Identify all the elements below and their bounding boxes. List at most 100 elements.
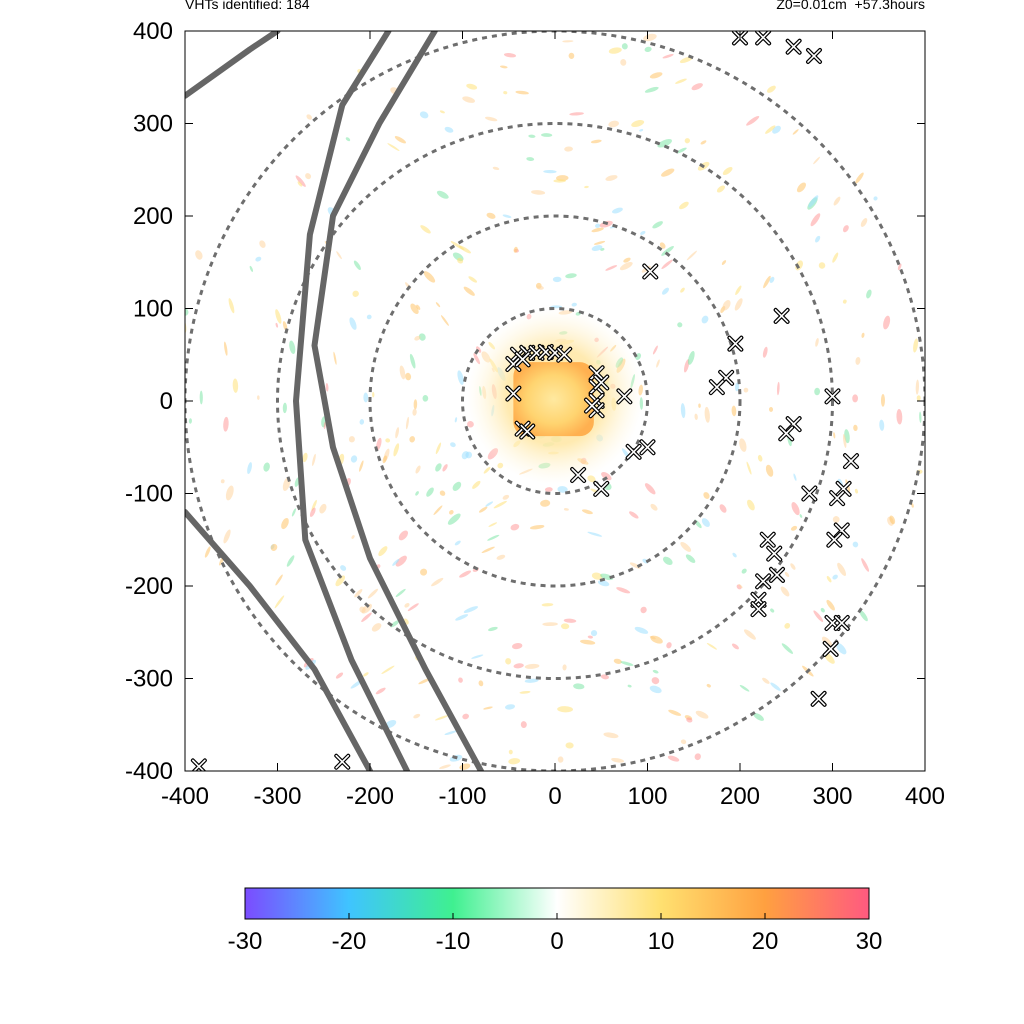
colorbar-tick-label: 30: [856, 928, 883, 955]
field-speck: [541, 603, 554, 607]
field-speck: [600, 674, 609, 680]
track-curve: [293, 31, 410, 771]
field-speck: [620, 661, 634, 666]
field-speck: [435, 302, 441, 308]
field-speck: [419, 111, 429, 119]
field-speck: [544, 487, 553, 492]
field-speck: [414, 335, 421, 341]
field-speck: [866, 289, 872, 299]
field-speck: [657, 139, 672, 148]
field-speck: [700, 140, 707, 145]
colorbar-tick-label: 10: [648, 928, 675, 955]
field-speck: [675, 78, 687, 84]
field-speck: [457, 257, 464, 264]
field-speck: [478, 680, 484, 687]
field-speck: [390, 620, 400, 628]
field-speck: [520, 721, 527, 729]
x-tick-label: 200: [720, 783, 760, 810]
field-speck: [799, 514, 803, 518]
field-speck: [444, 730, 457, 736]
field-speck: [224, 341, 228, 356]
field-speck: [502, 494, 510, 500]
field-speck: [513, 246, 518, 253]
field-speck: [644, 46, 652, 52]
field-speck: [620, 59, 627, 66]
field-speck: [706, 683, 711, 688]
field-speck: [359, 460, 364, 472]
x-tick-label: -300: [253, 783, 301, 810]
field-speck: [335, 672, 344, 679]
vht-marker: [616, 388, 633, 405]
field-speck: [746, 461, 752, 475]
field-speck: [722, 300, 731, 311]
x-tick-label: -400: [161, 783, 209, 810]
field-speck: [435, 442, 442, 455]
field-speck: [552, 276, 562, 283]
vht-marker: [769, 566, 785, 583]
field-speck: [305, 173, 312, 180]
field-speck: [345, 137, 351, 142]
field-speck: [587, 635, 594, 639]
field-speck: [439, 110, 445, 114]
field-speck: [739, 438, 747, 452]
field-speck: [941, 413, 945, 419]
field-speck: [359, 419, 365, 425]
field-speck: [833, 196, 841, 206]
field-speck: [340, 565, 347, 571]
vht-marker: [824, 388, 841, 405]
field-speck: [768, 406, 774, 412]
field-speck: [695, 710, 709, 719]
field-speck: [542, 622, 558, 627]
field-speck: [792, 129, 799, 135]
field-speck: [563, 618, 577, 623]
field-speck: [743, 629, 756, 640]
field-speck: [352, 290, 359, 297]
field-speck: [644, 86, 659, 93]
field-speck: [781, 643, 794, 654]
field-speck: [590, 630, 598, 637]
field-speck: [880, 393, 885, 407]
field-speck: [813, 156, 820, 165]
vht-marker: [750, 601, 767, 618]
vht-marker: [625, 443, 642, 460]
y-axis: 400 300 200 100 0 -100 -200 -300 -400: [125, 18, 925, 785]
field-speck: [652, 669, 659, 674]
field-speck: [581, 509, 593, 515]
field-speck: [557, 486, 568, 493]
field-speck: [436, 190, 449, 199]
field-speck: [791, 502, 800, 516]
field-speck: [763, 275, 771, 289]
field-speck: [454, 540, 461, 546]
vht-marker: [639, 439, 656, 456]
field-speck: [560, 623, 570, 630]
field-speck: [897, 263, 902, 271]
field-speck: [668, 709, 682, 716]
field-speck: [336, 251, 342, 260]
field-speck: [643, 33, 657, 42]
field-speck: [883, 315, 891, 330]
field-speck: [735, 285, 742, 296]
range-ring: [461, 307, 649, 495]
field-speck: [363, 392, 369, 403]
field-speck: [528, 134, 536, 138]
x-axis: -400 -300 -200 -100 0 100 200 300 400: [161, 31, 945, 810]
field-speck: [472, 480, 481, 489]
field-speck: [499, 65, 508, 69]
field-speck: [656, 359, 660, 368]
field-speck: [766, 85, 776, 93]
field-speck: [312, 453, 316, 466]
field-speck: [685, 554, 696, 563]
field-speck: [418, 333, 426, 341]
field-speck: [563, 508, 569, 511]
colorbar-tick-label: 0: [550, 928, 563, 955]
field-speck: [743, 387, 749, 393]
field-speck: [593, 240, 606, 245]
range-rings: [185, 31, 925, 771]
field-speck: [447, 513, 461, 525]
plot-area: -400 -300 -200 -100 0 100 200 300 400 400 300 200 1…: [125, 18, 945, 810]
field-speck: [719, 504, 727, 513]
field-speck: [631, 120, 645, 128]
field-speck: [291, 508, 296, 517]
field-speck: [415, 491, 419, 496]
field-speck: [667, 755, 680, 762]
